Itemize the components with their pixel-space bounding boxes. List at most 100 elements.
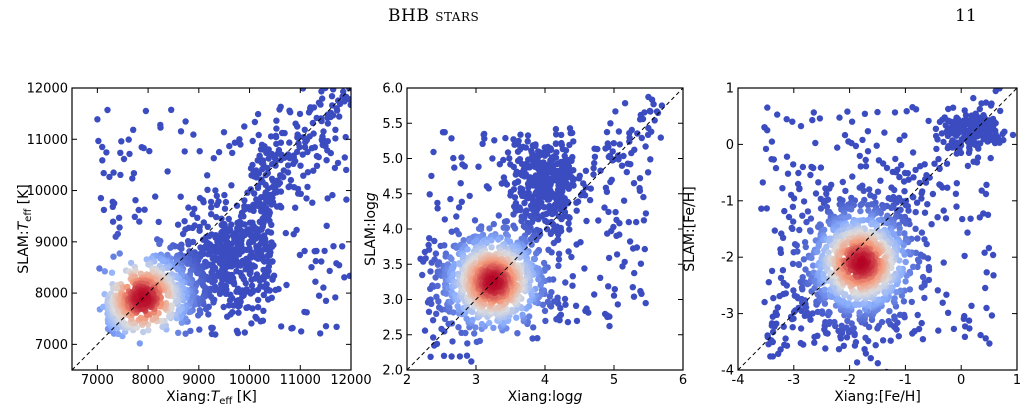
data-point bbox=[770, 156, 777, 163]
data-point bbox=[94, 116, 101, 123]
one-to-one-line bbox=[72, 88, 351, 370]
data-point bbox=[503, 181, 511, 188]
data-point bbox=[605, 208, 612, 216]
data-point bbox=[831, 318, 838, 326]
data-point bbox=[542, 317, 549, 325]
data-point bbox=[922, 179, 930, 186]
data-point bbox=[194, 214, 201, 221]
y-tick-label: 1 bbox=[726, 82, 734, 97]
data-point bbox=[555, 262, 562, 269]
data-point bbox=[586, 196, 594, 204]
data-point bbox=[235, 309, 242, 316]
data-point bbox=[426, 380, 432, 386]
data-point bbox=[626, 129, 633, 137]
data-point bbox=[798, 284, 806, 291]
data-point bbox=[630, 180, 638, 187]
data-point bbox=[313, 152, 321, 160]
data-point bbox=[446, 304, 453, 311]
data-point bbox=[488, 244, 495, 251]
data-point bbox=[815, 179, 822, 186]
data-point bbox=[347, 101, 351, 109]
data-point bbox=[340, 88, 347, 95]
x-axis-label: Xiang:Teff [K] bbox=[166, 389, 257, 407]
data-point bbox=[96, 265, 103, 272]
data-point bbox=[237, 213, 245, 220]
data-point bbox=[636, 116, 644, 123]
y-tick-label: -1 bbox=[721, 194, 734, 209]
x-tick-label: 9000 bbox=[182, 373, 215, 388]
data-point bbox=[125, 136, 132, 143]
one-to-one-line bbox=[738, 88, 1017, 370]
data-point bbox=[940, 138, 947, 146]
data-point bbox=[208, 271, 216, 279]
data-point bbox=[455, 324, 462, 331]
data-point bbox=[340, 66, 346, 72]
data-point bbox=[797, 325, 805, 332]
data-point bbox=[224, 313, 231, 320]
one-to-one-line bbox=[407, 88, 683, 370]
data-point bbox=[981, 249, 988, 256]
y-tick-label: 0 bbox=[726, 138, 734, 153]
data-point bbox=[815, 242, 822, 250]
data-point bbox=[449, 338, 456, 345]
data-point bbox=[460, 237, 467, 244]
data-point bbox=[620, 152, 627, 160]
data-point bbox=[859, 136, 866, 144]
data-point bbox=[883, 164, 891, 172]
data-point bbox=[496, 161, 503, 168]
data-point bbox=[848, 206, 855, 213]
data-point bbox=[975, 145, 982, 152]
data-point bbox=[290, 231, 297, 238]
data-point bbox=[185, 241, 192, 248]
y-tick-label: 6.0 bbox=[382, 82, 403, 97]
data-point bbox=[347, 72, 353, 78]
data-point bbox=[432, 250, 440, 257]
data-point bbox=[844, 108, 851, 115]
data-point bbox=[202, 305, 210, 313]
data-point bbox=[213, 192, 220, 200]
data-point bbox=[810, 164, 817, 172]
data-point bbox=[658, 102, 666, 109]
data-point bbox=[961, 252, 968, 260]
data-point bbox=[970, 94, 977, 102]
data-point bbox=[297, 162, 304, 169]
data-point bbox=[861, 346, 868, 353]
data-point bbox=[889, 168, 896, 176]
data-point bbox=[638, 134, 645, 142]
data-point bbox=[167, 244, 174, 251]
data-point bbox=[200, 236, 207, 243]
data-point bbox=[644, 169, 652, 176]
data-point bbox=[789, 225, 796, 232]
data-point bbox=[249, 137, 256, 145]
data-point bbox=[248, 282, 256, 289]
data-point bbox=[878, 318, 886, 326]
data-point bbox=[519, 311, 526, 318]
x-axis-label: Xiang:[Fe/H] bbox=[834, 389, 921, 405]
data-point bbox=[334, 61, 340, 67]
data-point bbox=[591, 159, 598, 167]
data-point bbox=[226, 297, 234, 304]
y-tick-label: 7000 bbox=[35, 338, 68, 353]
data-point bbox=[977, 331, 984, 339]
data-point bbox=[455, 204, 463, 211]
data-point bbox=[420, 385, 426, 391]
data-point bbox=[521, 199, 528, 207]
data-point bbox=[523, 269, 530, 276]
data-point bbox=[636, 175, 644, 182]
data-point bbox=[301, 308, 308, 316]
data-point bbox=[248, 172, 255, 179]
data-point bbox=[591, 145, 598, 152]
data-point bbox=[561, 295, 569, 303]
data-point bbox=[572, 302, 580, 309]
data-point bbox=[613, 216, 620, 224]
x-tick-label: 3 bbox=[472, 373, 480, 388]
data-point bbox=[942, 215, 950, 222]
data-point bbox=[853, 300, 860, 307]
data-point bbox=[637, 287, 644, 295]
data-point bbox=[100, 169, 107, 177]
data-point bbox=[552, 125, 560, 133]
data-point bbox=[448, 353, 455, 360]
data-point bbox=[253, 247, 261, 254]
data-point bbox=[296, 251, 304, 259]
data-point bbox=[422, 255, 429, 262]
